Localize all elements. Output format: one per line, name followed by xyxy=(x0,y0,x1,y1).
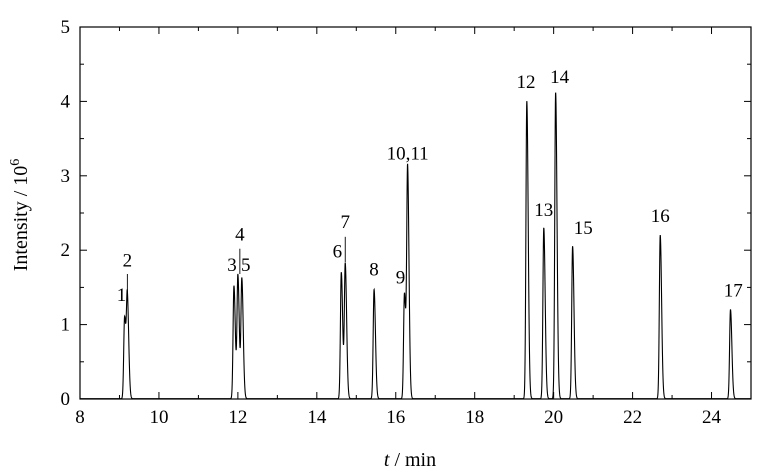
x-tick-label: 20 xyxy=(544,407,563,428)
x-tick-label: 10 xyxy=(149,407,168,428)
peak-label: 1 xyxy=(117,285,127,306)
peak-label: 5 xyxy=(241,255,251,276)
peak-label: 2 xyxy=(123,251,133,272)
peak-label: 9 xyxy=(396,268,406,289)
peak-label: 7 xyxy=(340,212,350,233)
x-tick-label: 16 xyxy=(386,407,405,428)
peak-label: 14 xyxy=(550,67,570,88)
y-axis-title-base: Intensity / 10 xyxy=(10,166,32,272)
x-tick-label: 12 xyxy=(228,407,247,428)
y-axis-title-exponent: 6 xyxy=(8,159,23,166)
peak-label: 6 xyxy=(333,242,343,263)
x-axis-title-unit: / min xyxy=(389,449,436,471)
y-tick-label: 5 xyxy=(61,17,71,38)
x-axis-title-variable: t xyxy=(384,449,390,471)
peak-label: 3 xyxy=(227,255,237,276)
peak-label: 13 xyxy=(534,200,553,221)
peak-label: 12 xyxy=(517,72,536,93)
x-tick-label: 22 xyxy=(623,407,642,428)
y-tick-label: 3 xyxy=(61,166,71,187)
x-axis: 8 10 12 14 16 18 20 22 24 xyxy=(75,27,752,428)
x-axis-title: t / min xyxy=(384,449,436,471)
peak-label: 8 xyxy=(369,259,379,280)
chromatogram-trace xyxy=(80,92,751,400)
y-tick-label: 0 xyxy=(61,389,71,410)
y-tick-label: 4 xyxy=(61,91,71,112)
y-tick-label: 2 xyxy=(61,240,71,261)
peak-label: 4 xyxy=(235,225,245,246)
x-tick-label: 24 xyxy=(702,407,722,428)
y-tick-label: 1 xyxy=(61,315,71,336)
x-tick-label: 8 xyxy=(75,407,85,428)
peak-label: 10,11 xyxy=(387,143,429,164)
x-tick-label: 18 xyxy=(465,407,484,428)
x-tick-label: 14 xyxy=(307,407,327,428)
peak-label: 15 xyxy=(574,218,593,239)
peak-label: 16 xyxy=(651,206,670,227)
y-axis-title: Intensity / 106 xyxy=(8,159,32,272)
peak-label: 17 xyxy=(724,280,743,301)
